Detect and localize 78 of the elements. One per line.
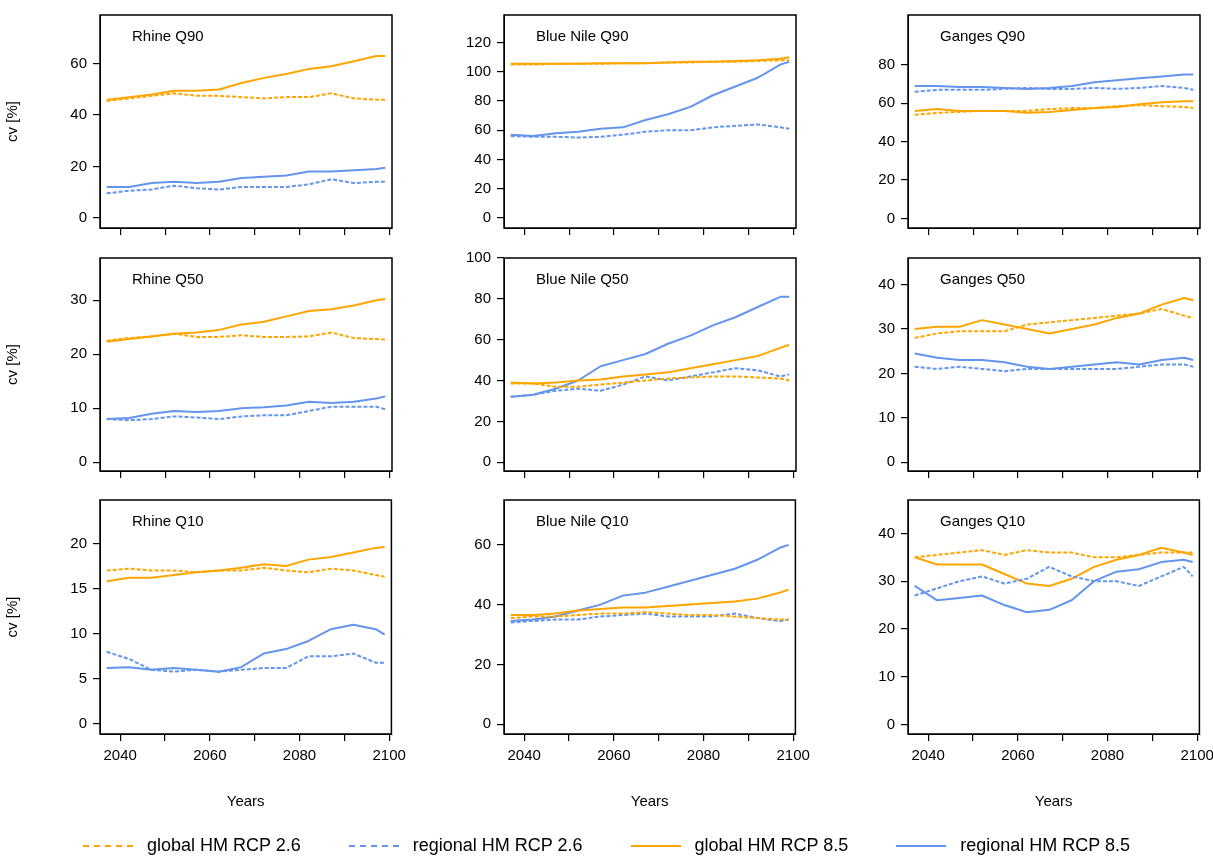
text: Rhine Q10 [132, 512, 204, 530]
x-tick-label: 2040 [911, 746, 945, 764]
x-tick-label: 2100 [776, 746, 810, 764]
text: Rhine Q50 [132, 270, 204, 288]
x-tick-label: 2060 [597, 746, 631, 764]
y-tick-label: 40 [70, 105, 87, 123]
y-tick-label: 60 [474, 120, 491, 138]
y-tick-label: 60 [474, 534, 491, 552]
y-tick-label: 0 [78, 452, 87, 470]
text: Blue Nile Q50 [536, 270, 629, 288]
y-tick-label: 40 [474, 594, 491, 612]
y-axis-title: cv [%] [3, 596, 21, 638]
y-tick-label: 120 [465, 32, 491, 50]
y-tick-label: 20 [70, 533, 87, 551]
y-tick-label: 0 [78, 714, 87, 732]
x-tick-label: 2060 [1001, 746, 1035, 764]
x-axis-title: Years [630, 792, 669, 810]
y-tick-label: 0 [78, 207, 87, 225]
y-tick-label: 20 [878, 170, 895, 188]
y-tick-label: 0 [482, 207, 491, 225]
y-tick-label: 40 [878, 523, 895, 541]
y-tick-label: 10 [878, 666, 895, 684]
y-tick-label: 20 [474, 411, 491, 429]
text: Ganges Q50 [940, 270, 1026, 288]
y-tick-label: 60 [878, 93, 895, 111]
x-tick-label: 2060 [193, 746, 227, 764]
y-tick-label: 80 [474, 91, 491, 109]
x-tick-label: 2080 [282, 746, 317, 764]
x-tick-label: 2040 [103, 746, 137, 764]
y-tick-label: 40 [878, 274, 895, 292]
y-tick-label: 100 [465, 62, 491, 80]
y-tick-label: 40 [474, 370, 491, 388]
y-tick-label: 30 [70, 290, 87, 308]
y-tick-label: 30 [878, 571, 895, 589]
y-tick-label: 40 [878, 131, 895, 149]
legend-label: regional HM RCP 8.5 [960, 835, 1130, 856]
y-tick-label: 0 [886, 714, 895, 732]
x-tick-label: 2040 [507, 746, 541, 764]
legend-label: global HM RCP 2.6 [147, 835, 301, 856]
y-axis-title: cv [%] [3, 344, 21, 385]
y-tick-label: 20 [878, 363, 895, 381]
y-tick-label: 30 [878, 319, 895, 337]
legend-label: global HM RCP 8.5 [694, 835, 849, 856]
y-tick-label: 100 [465, 248, 491, 266]
y-tick-label: 5 [78, 669, 87, 687]
x-tick-label: 2080 [1090, 746, 1125, 764]
y-tick-label: 0 [886, 208, 895, 226]
text: Rhine Q90 [132, 27, 204, 45]
line-series [913, 104, 1195, 116]
y-tick-label: 20 [70, 344, 87, 362]
y-tick-label: 10 [878, 407, 895, 425]
text: Blue Nile Q90 [536, 27, 629, 45]
x-axis-title: Years [1034, 792, 1073, 810]
y-tick-label: 60 [70, 53, 87, 71]
y-axis-title: cv [%] [3, 101, 21, 142]
text: Blue Nile Q10 [536, 512, 629, 530]
y-tick-label: 10 [70, 623, 87, 641]
x-tick-label: 2080 [686, 746, 721, 764]
y-tick-label: 60 [474, 329, 491, 347]
legend-label: regional HM RCP 2.6 [412, 835, 583, 856]
x-tick-label: 2100 [1180, 746, 1213, 764]
y-tick-label: 40 [474, 149, 491, 167]
x-tick-label: 2100 [372, 746, 406, 764]
y-tick-label: 20 [878, 619, 895, 637]
line-series [105, 178, 387, 195]
y-tick-label: 15 [70, 578, 87, 596]
y-tick-label: 20 [474, 178, 491, 196]
y-tick-label: 10 [70, 398, 87, 416]
y-tick-label: 20 [474, 654, 491, 672]
text: Ganges Q90 [940, 27, 1026, 45]
y-tick-label: 20 [70, 156, 87, 174]
y-tick-label: 0 [886, 452, 895, 470]
text: Ganges Q10 [940, 512, 1026, 530]
x-axis-title: Years [226, 792, 265, 810]
y-tick-label: 80 [878, 55, 895, 73]
y-tick-label: 0 [482, 452, 491, 470]
y-tick-label: 0 [482, 714, 491, 732]
y-tick-label: 80 [474, 288, 491, 306]
